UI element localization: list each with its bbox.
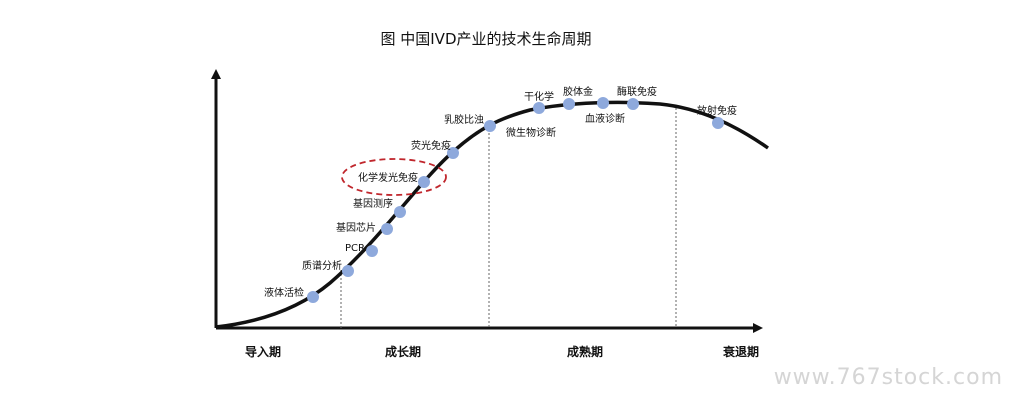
label-latex-turbidimetry: 乳胶比浊 <box>444 113 484 126</box>
highlight-ellipse <box>341 158 447 196</box>
point-pcr <box>366 245 378 257</box>
label-gene-chip: 基因芯片 <box>336 221 376 234</box>
point-liquid-biopsy <box>307 291 319 303</box>
point-gene-chip <box>381 223 393 235</box>
watermark: www.767stock.com <box>774 365 1003 390</box>
label-gene-sequencing: 基因测序 <box>353 197 393 210</box>
label-radioimmunoassay: 放射免疫 <box>697 104 737 117</box>
label-microbial-diagnosis: 微生物诊断 <box>506 126 556 139</box>
point-colloidal-gold <box>563 98 575 110</box>
technology-points <box>307 97 724 303</box>
label-mass-spec: 质谱分析 <box>302 259 342 272</box>
point-chemiluminescence <box>418 176 430 188</box>
label-blood-diagnosis: 血液诊断 <box>585 112 625 125</box>
point-radioimmunoassay <box>712 117 724 129</box>
label-liquid-biopsy: 液体活检 <box>264 286 304 299</box>
point-mass-spec <box>342 265 354 277</box>
phase-labels: 导入期 成长期 成熟期 衰退期 <box>245 344 759 359</box>
label-colloidal-gold: 胶体金 <box>563 85 593 98</box>
point-dry-chemistry <box>533 102 545 114</box>
point-elisa <box>627 98 639 110</box>
phase-introduction: 导入期 <box>245 344 281 359</box>
point-fluorescence <box>447 147 459 159</box>
label-fluorescence: 荧光免疫 <box>411 139 451 152</box>
point-blood-diagnosis <box>597 97 609 109</box>
label-chemiluminescence: 化学发光免疫 <box>358 171 418 184</box>
lifecycle-curve <box>215 100 770 329</box>
phase-growth: 成长期 <box>385 344 421 359</box>
technology-labels: 液体活检 质谱分析 PCR 基因芯片 基因测序 化学发光免疫 荧光免疫 乳胶比浊… <box>264 85 737 299</box>
phase-decline: 衰退期 <box>722 344 759 359</box>
phase-maturity: 成熟期 <box>567 344 603 359</box>
label-dry-chemistry: 干化学 <box>524 90 554 103</box>
point-gene-sequencing <box>394 206 406 218</box>
point-latex-turbidimetry <box>484 120 496 132</box>
diagram-title: 图 中国IVD产业的技术生命周期 <box>380 30 591 48</box>
label-pcr: PCR <box>345 243 365 254</box>
label-elisa: 酶联免疫 <box>617 85 657 98</box>
